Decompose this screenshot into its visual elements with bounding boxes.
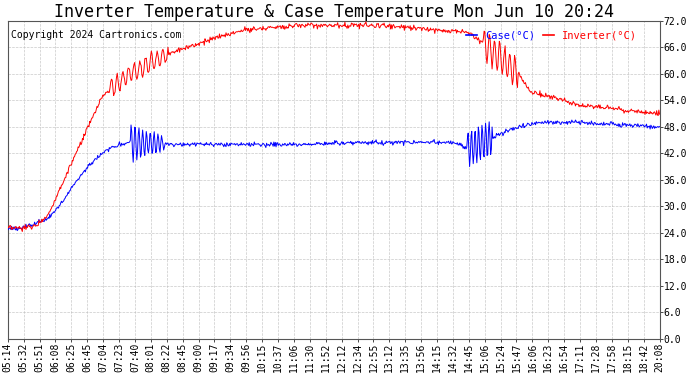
Legend: Case(°C), Inverter(°C): Case(°C), Inverter(°C) [462, 26, 641, 45]
Text: Copyright 2024 Cartronics.com: Copyright 2024 Cartronics.com [11, 30, 181, 40]
Title: Inverter Temperature & Case Temperature Mon Jun 10 20:24: Inverter Temperature & Case Temperature … [54, 3, 613, 21]
